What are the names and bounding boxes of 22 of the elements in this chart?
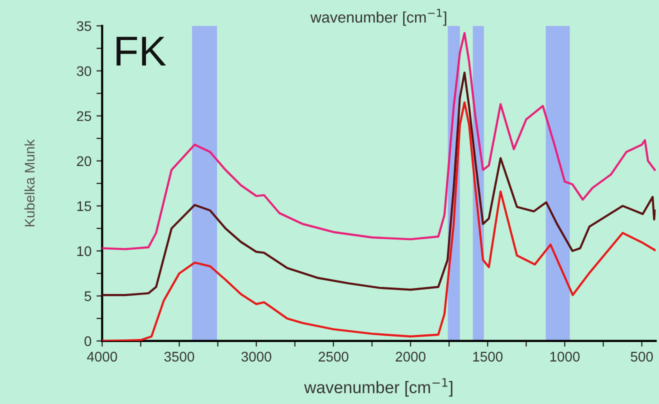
y-tick-label: 10 [77, 246, 92, 256]
x-tick-label: 4000 [87, 352, 118, 362]
annotation: FK [116, 36, 166, 66]
y-tick-label: 35 [76, 21, 92, 32]
chart-title: wavenumber [cm$^{−1}$] [310, 8, 446, 26]
x-tick-label: 3500 [164, 352, 194, 362]
x-axis-title: wavenumber [cm$^{−1}$] [304, 378, 452, 397]
line-series [102, 72, 656, 296]
x-tick-label: 1000 [550, 352, 580, 362]
y-tick-label: 15 [77, 201, 92, 212]
y-tick-label: 25 [76, 111, 92, 122]
x-tick-label: 2500 [318, 352, 348, 362]
y-axis-title: Kubelka Munk [24, 139, 35, 226]
x-tick-label: 3000 [241, 352, 272, 362]
x-tick-label: 500 [630, 352, 653, 362]
x-tick-label: 1500 [473, 352, 503, 362]
y-tick-label: 0 [84, 336, 92, 346]
y-tick-label: 20 [76, 156, 92, 166]
y-tick-label: 5 [84, 291, 92, 302]
y-tick-label: 30 [76, 66, 92, 76]
x-tick-label: 2000 [396, 352, 426, 362]
line-series [102, 32, 656, 250]
